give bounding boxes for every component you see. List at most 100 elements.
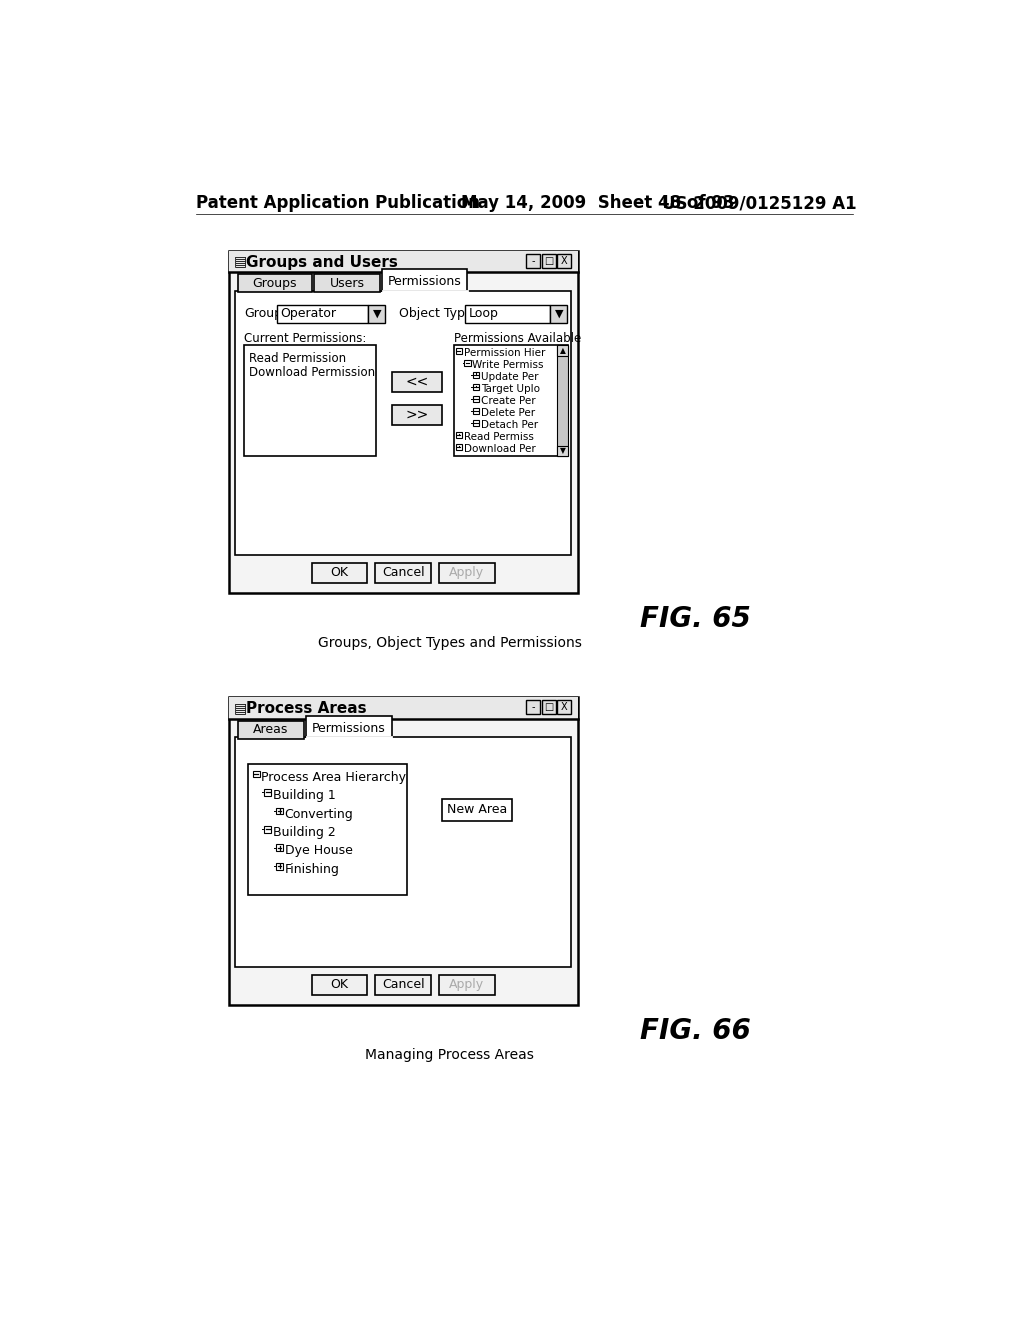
Bar xyxy=(228,251,578,272)
Text: Building 2: Building 2 xyxy=(273,826,336,840)
Text: FIG. 66: FIG. 66 xyxy=(640,1016,751,1045)
Bar xyxy=(438,974,495,995)
Bar xyxy=(238,721,304,739)
Text: Operator: Operator xyxy=(281,308,337,321)
Text: Finishing: Finishing xyxy=(285,863,339,876)
Bar xyxy=(264,789,271,796)
Text: Loop: Loop xyxy=(469,308,499,321)
Bar xyxy=(442,799,512,821)
Text: □: □ xyxy=(544,702,553,713)
Text: New Area: New Area xyxy=(446,804,507,816)
Bar xyxy=(456,432,462,438)
Bar xyxy=(550,305,567,323)
Bar xyxy=(456,445,462,450)
Text: Detach Per: Detach Per xyxy=(480,420,538,430)
Bar xyxy=(542,701,556,714)
Text: Groups and Users: Groups and Users xyxy=(246,255,397,269)
Text: Delete Per: Delete Per xyxy=(480,408,535,418)
Bar xyxy=(276,305,369,323)
Text: Permissions: Permissions xyxy=(388,275,462,288)
Bar xyxy=(526,701,541,714)
Bar xyxy=(557,446,568,457)
Bar xyxy=(465,305,550,323)
Text: Groups: Groups xyxy=(253,277,297,289)
Bar xyxy=(253,771,260,777)
Text: May 14, 2009  Sheet 48 of 93: May 14, 2009 Sheet 48 of 93 xyxy=(461,194,735,213)
Text: Read Permiss: Read Permiss xyxy=(464,432,534,442)
Text: Permissions: Permissions xyxy=(312,722,386,735)
Bar xyxy=(557,345,568,457)
Text: Dye House: Dye House xyxy=(285,845,352,858)
Text: Object Type:: Object Type: xyxy=(399,308,477,321)
Text: ▤: ▤ xyxy=(233,701,247,715)
Bar xyxy=(311,974,368,995)
Bar xyxy=(369,305,385,323)
Text: ▲: ▲ xyxy=(560,346,565,355)
Text: Managing Process Areas: Managing Process Areas xyxy=(366,1048,535,1061)
Text: Converting: Converting xyxy=(285,808,353,821)
Bar xyxy=(557,345,568,355)
Bar xyxy=(228,697,578,719)
Bar xyxy=(245,345,376,457)
Text: Read Permission: Read Permission xyxy=(249,352,346,366)
Bar xyxy=(234,738,571,966)
Bar xyxy=(557,701,571,714)
Bar xyxy=(542,253,556,268)
Bar xyxy=(375,974,431,995)
Text: US 2009/0125129 A1: US 2009/0125129 A1 xyxy=(662,194,856,213)
Bar xyxy=(314,275,380,293)
Bar xyxy=(228,697,578,1006)
Bar xyxy=(391,372,442,392)
Text: ▼: ▼ xyxy=(560,446,565,455)
Bar xyxy=(238,275,311,293)
Text: Download Per: Download Per xyxy=(464,445,536,454)
Bar xyxy=(473,420,479,426)
Text: Create Per: Create Per xyxy=(480,396,536,407)
Text: Download Permission: Download Permission xyxy=(249,367,375,379)
Bar xyxy=(438,562,495,582)
Bar xyxy=(473,384,479,391)
Text: Groups, Object Types and Permissions: Groups, Object Types and Permissions xyxy=(317,636,582,649)
Bar xyxy=(464,360,471,366)
Text: Permissions Available: Permissions Available xyxy=(454,333,581,346)
Text: -: - xyxy=(531,702,536,713)
Text: Patent Application Publication: Patent Application Publication xyxy=(197,194,480,213)
Text: -: - xyxy=(531,256,536,265)
Text: Cancel: Cancel xyxy=(382,566,424,579)
Bar xyxy=(276,808,283,814)
Bar xyxy=(375,562,431,582)
Text: Building 1: Building 1 xyxy=(273,789,336,803)
Bar xyxy=(276,845,283,851)
Text: Cancel: Cancel xyxy=(382,978,424,991)
Bar xyxy=(382,269,467,290)
Text: Areas: Areas xyxy=(253,723,289,737)
Text: <<: << xyxy=(406,375,428,388)
Bar xyxy=(473,408,479,414)
Text: Process Area Hierarchy: Process Area Hierarchy xyxy=(261,771,407,784)
Bar xyxy=(248,764,407,895)
Text: Update Per: Update Per xyxy=(480,372,539,381)
Bar xyxy=(306,715,391,738)
Text: OK: OK xyxy=(331,566,348,579)
Bar xyxy=(234,290,571,554)
Text: Group:: Group: xyxy=(245,308,287,321)
Text: ▼: ▼ xyxy=(373,309,381,319)
Text: FIG. 65: FIG. 65 xyxy=(640,605,751,634)
Text: Users: Users xyxy=(330,277,365,289)
Bar xyxy=(228,251,578,594)
Text: Apply: Apply xyxy=(450,566,484,579)
Bar xyxy=(473,396,479,403)
Text: Permission Hier: Permission Hier xyxy=(464,348,545,358)
Text: X: X xyxy=(561,702,567,713)
Bar xyxy=(276,863,283,870)
Text: Apply: Apply xyxy=(450,978,484,991)
Text: Target Uplo: Target Uplo xyxy=(480,384,540,393)
Bar xyxy=(456,348,462,354)
Text: X: X xyxy=(561,256,567,265)
Bar xyxy=(557,253,571,268)
Text: OK: OK xyxy=(331,978,348,991)
Text: □: □ xyxy=(544,256,553,265)
Bar xyxy=(391,405,442,425)
Bar xyxy=(473,372,479,378)
Bar xyxy=(526,253,541,268)
